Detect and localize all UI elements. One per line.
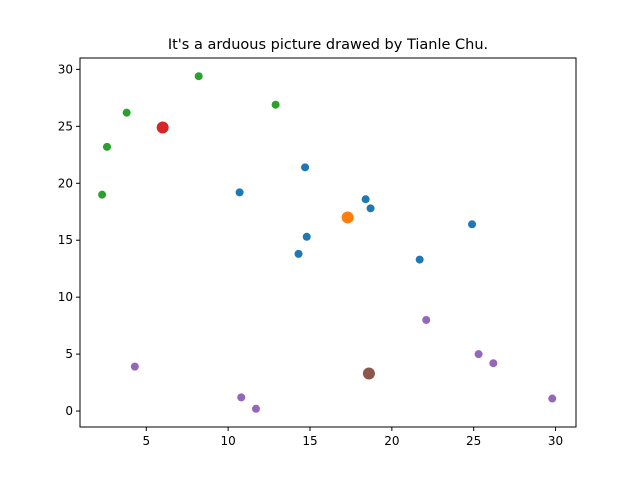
y-tick-label: 0 [65, 404, 73, 418]
data-point [302, 232, 311, 241]
data-point [103, 142, 112, 151]
chart-title: It's a arduous picture drawed by Tianle … [168, 37, 488, 53]
data-point [130, 362, 139, 371]
y-tick-label: 10 [58, 290, 73, 304]
data-point [474, 350, 483, 359]
data-point [422, 315, 431, 324]
axis-ticks: 5 10 15 20 25 30 0 5 10 15 20 25 30 [58, 62, 563, 448]
data-point [237, 393, 246, 402]
data-points [98, 72, 557, 413]
y-tick-label: 5 [65, 347, 73, 361]
data-point [122, 108, 131, 117]
data-point [548, 394, 557, 403]
centroid-point [362, 367, 375, 380]
data-point [415, 255, 424, 264]
y-tick-label: 20 [58, 176, 73, 190]
centroid-point [341, 211, 354, 224]
y-tick-label: 15 [58, 233, 73, 247]
x-tick-label: 15 [302, 434, 317, 448]
data-point [361, 195, 370, 204]
data-point [235, 188, 244, 197]
data-point [271, 100, 280, 109]
x-tick-label: 10 [221, 434, 236, 448]
centroid-point [156, 121, 169, 134]
data-point [194, 72, 203, 81]
x-tick-label: 30 [548, 434, 563, 448]
data-point [301, 163, 310, 172]
plot-frame [79, 57, 577, 428]
data-point [294, 249, 303, 258]
y-tick-label: 30 [58, 62, 73, 76]
data-point [98, 190, 107, 199]
data-point [251, 404, 260, 413]
data-point [468, 220, 477, 229]
x-tick-label: 25 [466, 434, 481, 448]
x-tick-label: 20 [384, 434, 399, 448]
x-tick-label: 5 [142, 434, 150, 448]
data-point [489, 359, 498, 368]
data-point [366, 204, 375, 213]
y-tick-label: 25 [58, 119, 73, 133]
